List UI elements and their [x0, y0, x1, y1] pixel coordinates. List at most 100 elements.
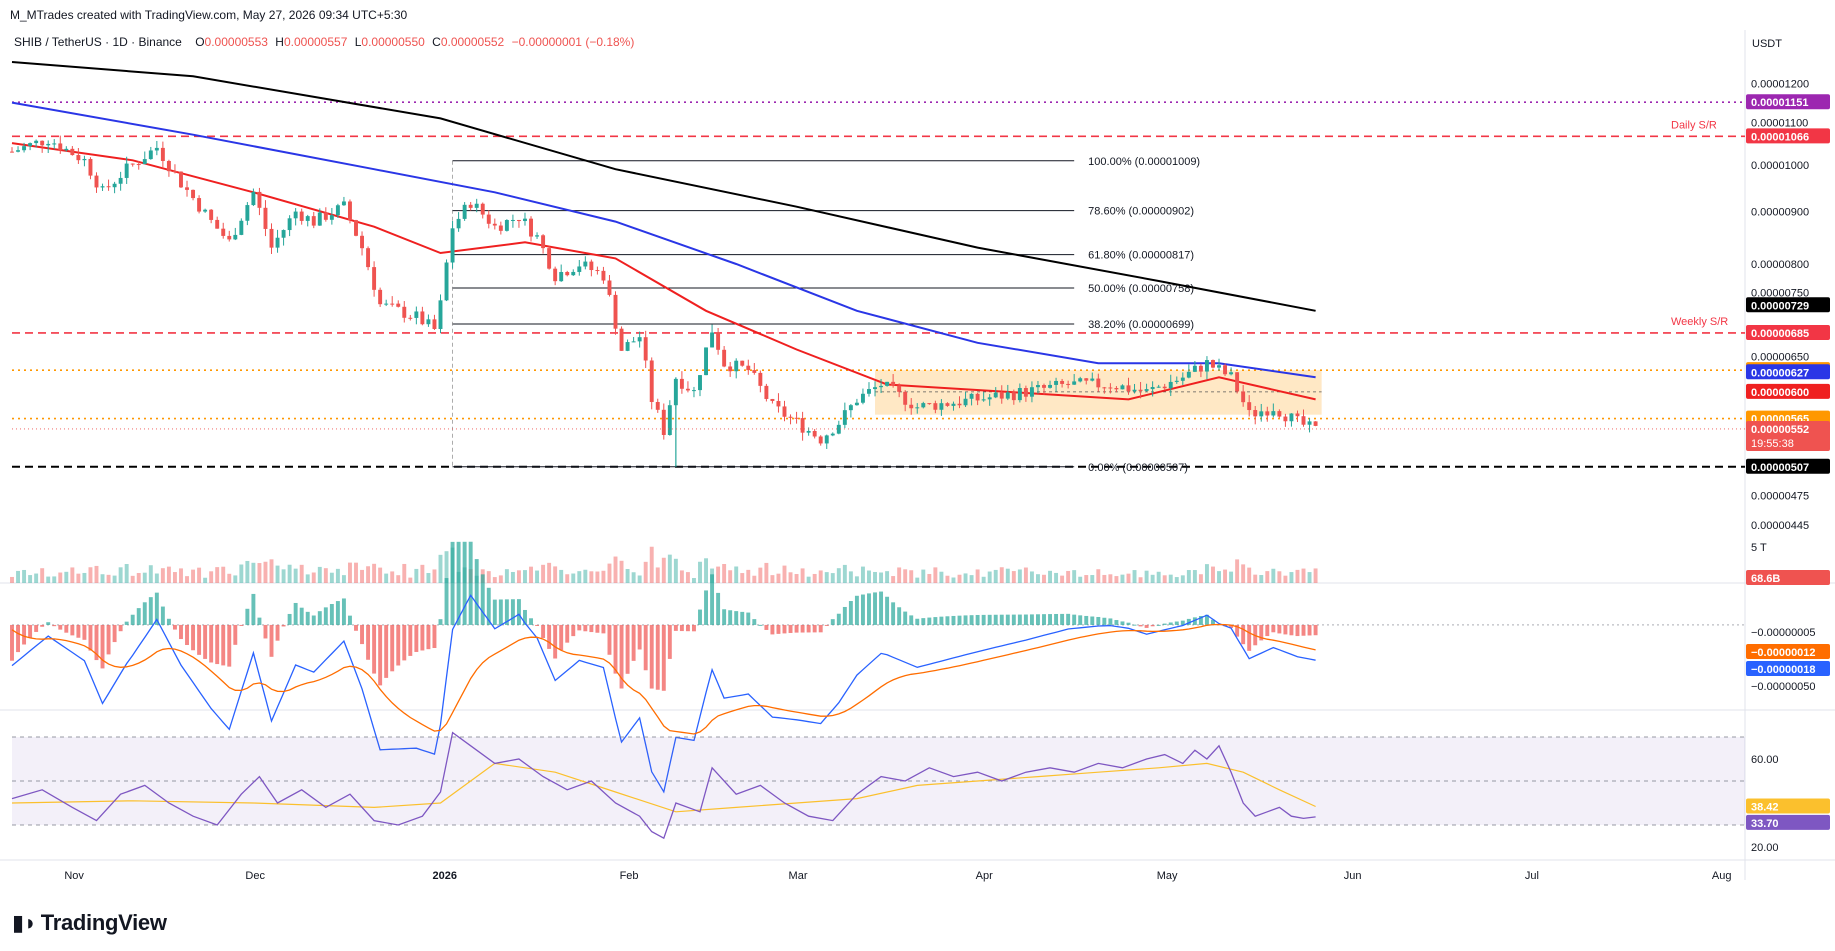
volume-bar [836, 568, 841, 583]
macd-histogram-value: −0.00000005 [1751, 627, 1816, 639]
candle-body [559, 272, 564, 282]
macd-histogram-bar [335, 601, 340, 625]
candle-body [752, 370, 757, 373]
macd-histogram-bar [1066, 613, 1071, 625]
candle-body [1289, 413, 1294, 422]
macd-histogram-bar [191, 624, 196, 651]
candle-body [661, 409, 666, 435]
rsi-tick-label: 60.00 [1751, 754, 1779, 766]
open-value: 0.00000553 [204, 35, 268, 49]
level-name: Weekly S/R [1671, 316, 1728, 328]
macd-histogram-bar [456, 541, 461, 625]
candle-body [722, 349, 727, 367]
macd-histogram-bar [987, 614, 992, 625]
volume-bar [649, 546, 654, 583]
macd-histogram-bar [166, 618, 171, 625]
candle-body [88, 158, 93, 176]
volume-bar [1235, 559, 1240, 583]
macd-histogram-bar [583, 624, 588, 632]
candle-body [197, 198, 202, 212]
volume-bar [1017, 569, 1022, 583]
candle-body [1023, 387, 1028, 397]
candle-body [1005, 392, 1010, 399]
macd-histogram-bar [782, 624, 787, 634]
volume-bar [1108, 574, 1113, 583]
volume-bar [1090, 575, 1095, 583]
volume-bar [492, 577, 497, 583]
macd-histogram-bar [1072, 614, 1077, 625]
candle-body [613, 294, 618, 329]
volume-bar [1029, 571, 1034, 583]
ma-value-badge-countdown: 19:55:38 [1751, 438, 1794, 450]
candle-body [547, 248, 552, 269]
macd-histogram-bar [1295, 624, 1300, 637]
volume-bar [1301, 568, 1306, 583]
symbol-title: SHIB / TetherUS · 1D · Binance [14, 35, 182, 49]
volume-bar [1042, 574, 1046, 583]
macd-histogram-bar [824, 624, 829, 626]
candle-body [1150, 387, 1155, 390]
volume-bar [1277, 571, 1282, 583]
volume-bar [812, 573, 817, 583]
volume-bar [1078, 576, 1083, 583]
macd-histogram-bar [1307, 624, 1312, 636]
volume-bar [559, 569, 564, 583]
candle-body [227, 235, 232, 240]
candle-body [426, 319, 431, 325]
candle-body [492, 223, 497, 226]
macd-histogram-bar [915, 618, 920, 625]
currency-label[interactable]: USDT [1752, 38, 1782, 50]
macd-histogram-bar [1023, 614, 1028, 625]
volume-bar [1096, 569, 1101, 583]
fib-level-label: 61.80% (0.00000817) [1088, 250, 1194, 262]
volume-bar [203, 577, 208, 583]
macd-histogram-bar [172, 624, 177, 630]
volume-bar [414, 568, 419, 583]
candle-body [631, 341, 636, 343]
candle-body [1096, 378, 1101, 388]
volume-bar [251, 562, 256, 583]
candle-body [963, 398, 968, 406]
candle-body [891, 381, 896, 386]
macd-histogram-bar [939, 616, 944, 625]
macd-histogram-bar [1011, 614, 1016, 625]
time-axis-label: Jun [1344, 870, 1362, 882]
macd-histogram-bar [746, 612, 751, 625]
volume-bar [486, 571, 491, 583]
macd-histogram-bar [1313, 624, 1318, 636]
candle-body [498, 225, 503, 231]
candle-body [1036, 385, 1040, 388]
macd-histogram-bar [329, 604, 334, 625]
candle-body [565, 272, 570, 276]
candle-body [100, 186, 105, 188]
candle-body [710, 332, 715, 348]
candle-body [209, 209, 214, 220]
ma-value-badge-text: 0.00000600 [1751, 387, 1809, 399]
macd-histogram-bar [1029, 614, 1034, 625]
candle-body [323, 212, 328, 220]
volume-bar [1066, 570, 1071, 583]
macd-histogram-bar [1078, 615, 1083, 625]
macd-histogram-bar [1247, 624, 1252, 651]
macd-histogram-bar [263, 624, 268, 639]
candle-body [462, 204, 467, 219]
macd-histogram-bar [1204, 614, 1209, 625]
candle-body [510, 219, 515, 221]
candle-body [860, 393, 865, 403]
volume-bar [553, 566, 558, 583]
volume-bar [1011, 571, 1016, 583]
macd-histogram-bar [734, 611, 739, 625]
volume-bar [148, 565, 153, 583]
volume-bar [1048, 570, 1052, 583]
tradingview-logo[interactable]: ▮◗ TradingView [12, 910, 167, 936]
candle-body [480, 203, 485, 215]
candle-body [390, 303, 395, 305]
macd-histogram-bar [426, 624, 431, 650]
volume-bar [1186, 570, 1191, 583]
volume-bar [112, 575, 117, 583]
macd-histogram-bar [867, 593, 871, 625]
volume-bar [366, 566, 371, 583]
macd-histogram-bar [643, 624, 648, 671]
candle-body [160, 147, 165, 161]
